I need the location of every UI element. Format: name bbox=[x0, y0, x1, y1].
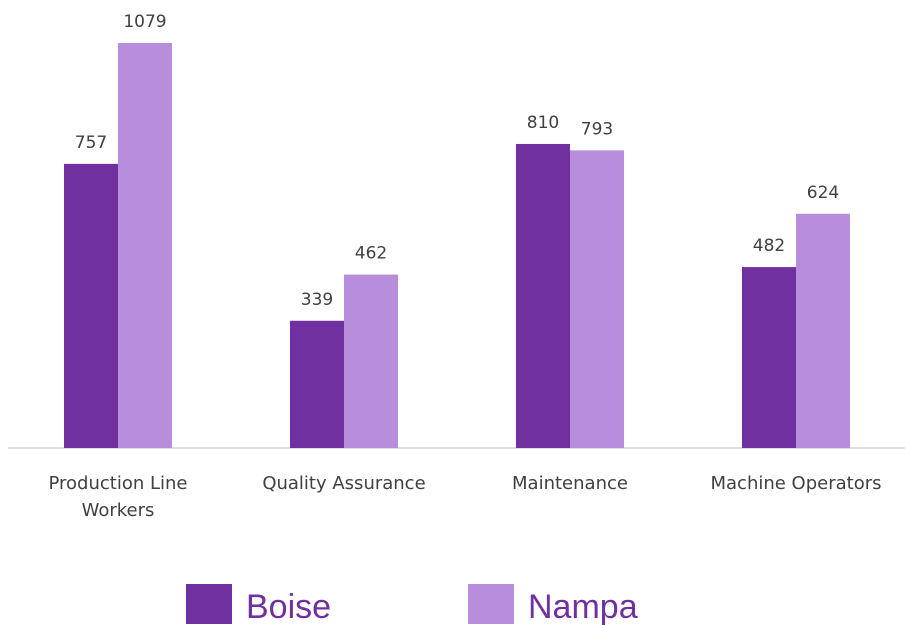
data-label: 1079 bbox=[123, 12, 166, 32]
x-tick-label: Quality Assurance bbox=[262, 473, 426, 494]
data-label: 339 bbox=[301, 290, 333, 310]
data-label: 793 bbox=[581, 119, 613, 139]
x-tick-label: Maintenance bbox=[512, 473, 628, 494]
data-label: 624 bbox=[807, 183, 839, 203]
bar bbox=[344, 274, 398, 448]
data-label: 810 bbox=[527, 113, 559, 133]
data-label: 482 bbox=[753, 236, 785, 256]
legend-swatch bbox=[186, 584, 232, 624]
x-tick-label: Production Line Workers bbox=[48, 473, 188, 521]
data-label: 462 bbox=[355, 244, 387, 264]
bar bbox=[64, 163, 118, 448]
bar bbox=[516, 143, 570, 448]
bar bbox=[742, 267, 796, 448]
bar bbox=[118, 43, 172, 448]
data-label: 757 bbox=[75, 133, 107, 153]
bar bbox=[796, 213, 850, 448]
bar bbox=[290, 320, 344, 448]
legend-swatch bbox=[468, 584, 514, 624]
x-tick-label: Machine Operators bbox=[710, 473, 882, 494]
legend-label: Boise bbox=[246, 588, 331, 625]
bar bbox=[570, 150, 624, 448]
legend-label: Nampa bbox=[528, 588, 638, 625]
